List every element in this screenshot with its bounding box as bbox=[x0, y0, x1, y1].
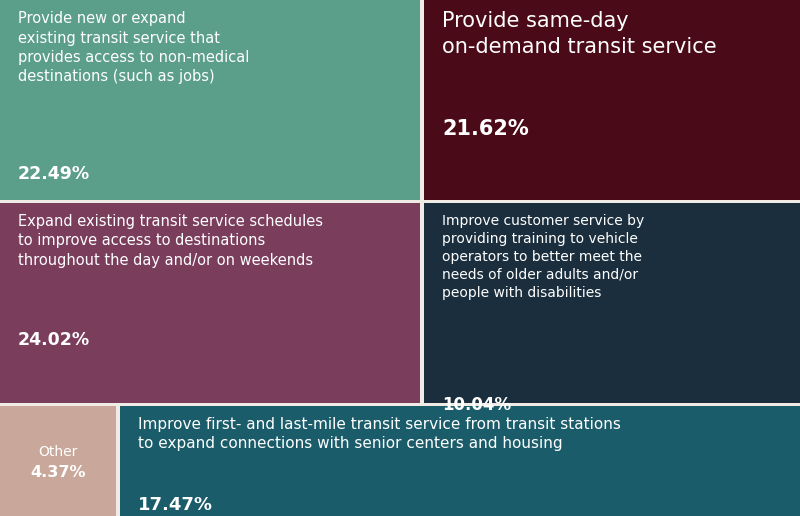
Text: Expand existing transit service schedules
to improve access to destinations
thro: Expand existing transit service schedule… bbox=[18, 214, 322, 268]
Text: 17.47%: 17.47% bbox=[138, 496, 213, 514]
Bar bbox=[0, 203, 421, 403]
Text: 4.37%: 4.37% bbox=[30, 465, 86, 480]
Bar bbox=[120, 406, 800, 516]
Text: 22.49%: 22.49% bbox=[18, 165, 90, 183]
Bar bbox=[0, 0, 421, 200]
Text: 24.02%: 24.02% bbox=[18, 331, 90, 348]
Text: Improve customer service by
providing training to vehicle
operators to better me: Improve customer service by providing tr… bbox=[442, 214, 644, 300]
Bar bbox=[0, 406, 117, 516]
Text: 21.62%: 21.62% bbox=[442, 119, 529, 139]
Text: Improve first- and last-mile transit service from transit stations
to expand con: Improve first- and last-mile transit ser… bbox=[138, 417, 621, 451]
Bar bbox=[424, 0, 800, 200]
Text: Provide new or expand
existing transit service that
provides access to non-medic: Provide new or expand existing transit s… bbox=[18, 11, 249, 84]
Text: Provide same-day
on-demand transit service: Provide same-day on-demand transit servi… bbox=[442, 11, 717, 57]
Text: 10.04%: 10.04% bbox=[442, 396, 511, 414]
Bar bbox=[424, 203, 800, 403]
Text: Other: Other bbox=[38, 445, 78, 459]
